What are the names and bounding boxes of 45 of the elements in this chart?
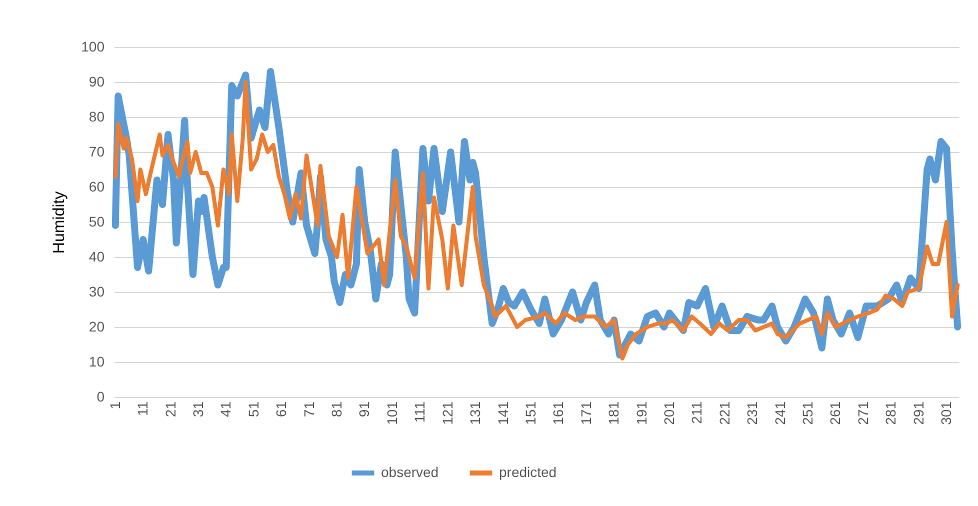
y-tick-label: 30 xyxy=(88,284,105,300)
x-tick-label: 191 xyxy=(633,401,650,425)
y-tick-label: 0 xyxy=(96,388,105,404)
y-tick-label: 10 xyxy=(88,354,105,370)
x-tick-label: 51 xyxy=(245,401,262,418)
x-tick-label: 201 xyxy=(660,401,677,425)
x-tick-label: 181 xyxy=(606,401,622,425)
y-axis-title: Humidity xyxy=(51,191,68,254)
x-tick-label: 1 xyxy=(106,401,123,410)
x-tick-label: 291 xyxy=(910,401,926,425)
x-tick-label: 81 xyxy=(328,401,345,418)
x-tick-label: 101 xyxy=(384,401,400,425)
x-tick-label: 111 xyxy=(412,401,428,423)
x-tick-label: 161 xyxy=(550,401,566,425)
x-tick-label: 221 xyxy=(716,401,732,425)
x-tick-label: 71 xyxy=(300,401,317,418)
x-tick-label: 241 xyxy=(772,401,788,425)
x-tick-label: 171 xyxy=(578,401,594,425)
y-tick-label: 60 xyxy=(88,178,105,194)
y-tick-label: 40 xyxy=(88,248,105,264)
x-tick-label: 211 xyxy=(688,401,705,424)
legend-label: observed xyxy=(381,464,439,480)
x-tick-label: 301 xyxy=(938,401,954,425)
x-tick-label: 131 xyxy=(467,401,484,425)
y-tick-label: 50 xyxy=(88,214,105,230)
y-tick-label: 20 xyxy=(88,318,105,334)
x-tick-label: 271 xyxy=(854,401,871,425)
x-tick-label: 91 xyxy=(356,401,372,418)
x-tick-label: 141 xyxy=(494,401,511,425)
x-tick-label: 281 xyxy=(882,401,899,425)
y-tick-label: 70 xyxy=(88,144,105,160)
x-tick-label: 41 xyxy=(218,401,234,418)
legend-label: predicted xyxy=(499,464,557,480)
x-tick-label: 31 xyxy=(190,401,206,418)
y-tick-label: 80 xyxy=(88,108,105,124)
y-tick-label: 90 xyxy=(88,74,105,90)
x-tick-label: 231 xyxy=(744,401,760,425)
x-tick-label: 261 xyxy=(827,401,844,425)
x-tick-label: 21 xyxy=(162,401,178,418)
x-tick-label: 151 xyxy=(522,401,538,425)
x-tick-label: 121 xyxy=(439,401,456,425)
x-tick-label: 251 xyxy=(800,401,816,425)
x-tick-label: 11 xyxy=(134,401,151,416)
x-tick-label: 61 xyxy=(273,401,290,418)
y-tick-label: 100 xyxy=(81,38,105,54)
